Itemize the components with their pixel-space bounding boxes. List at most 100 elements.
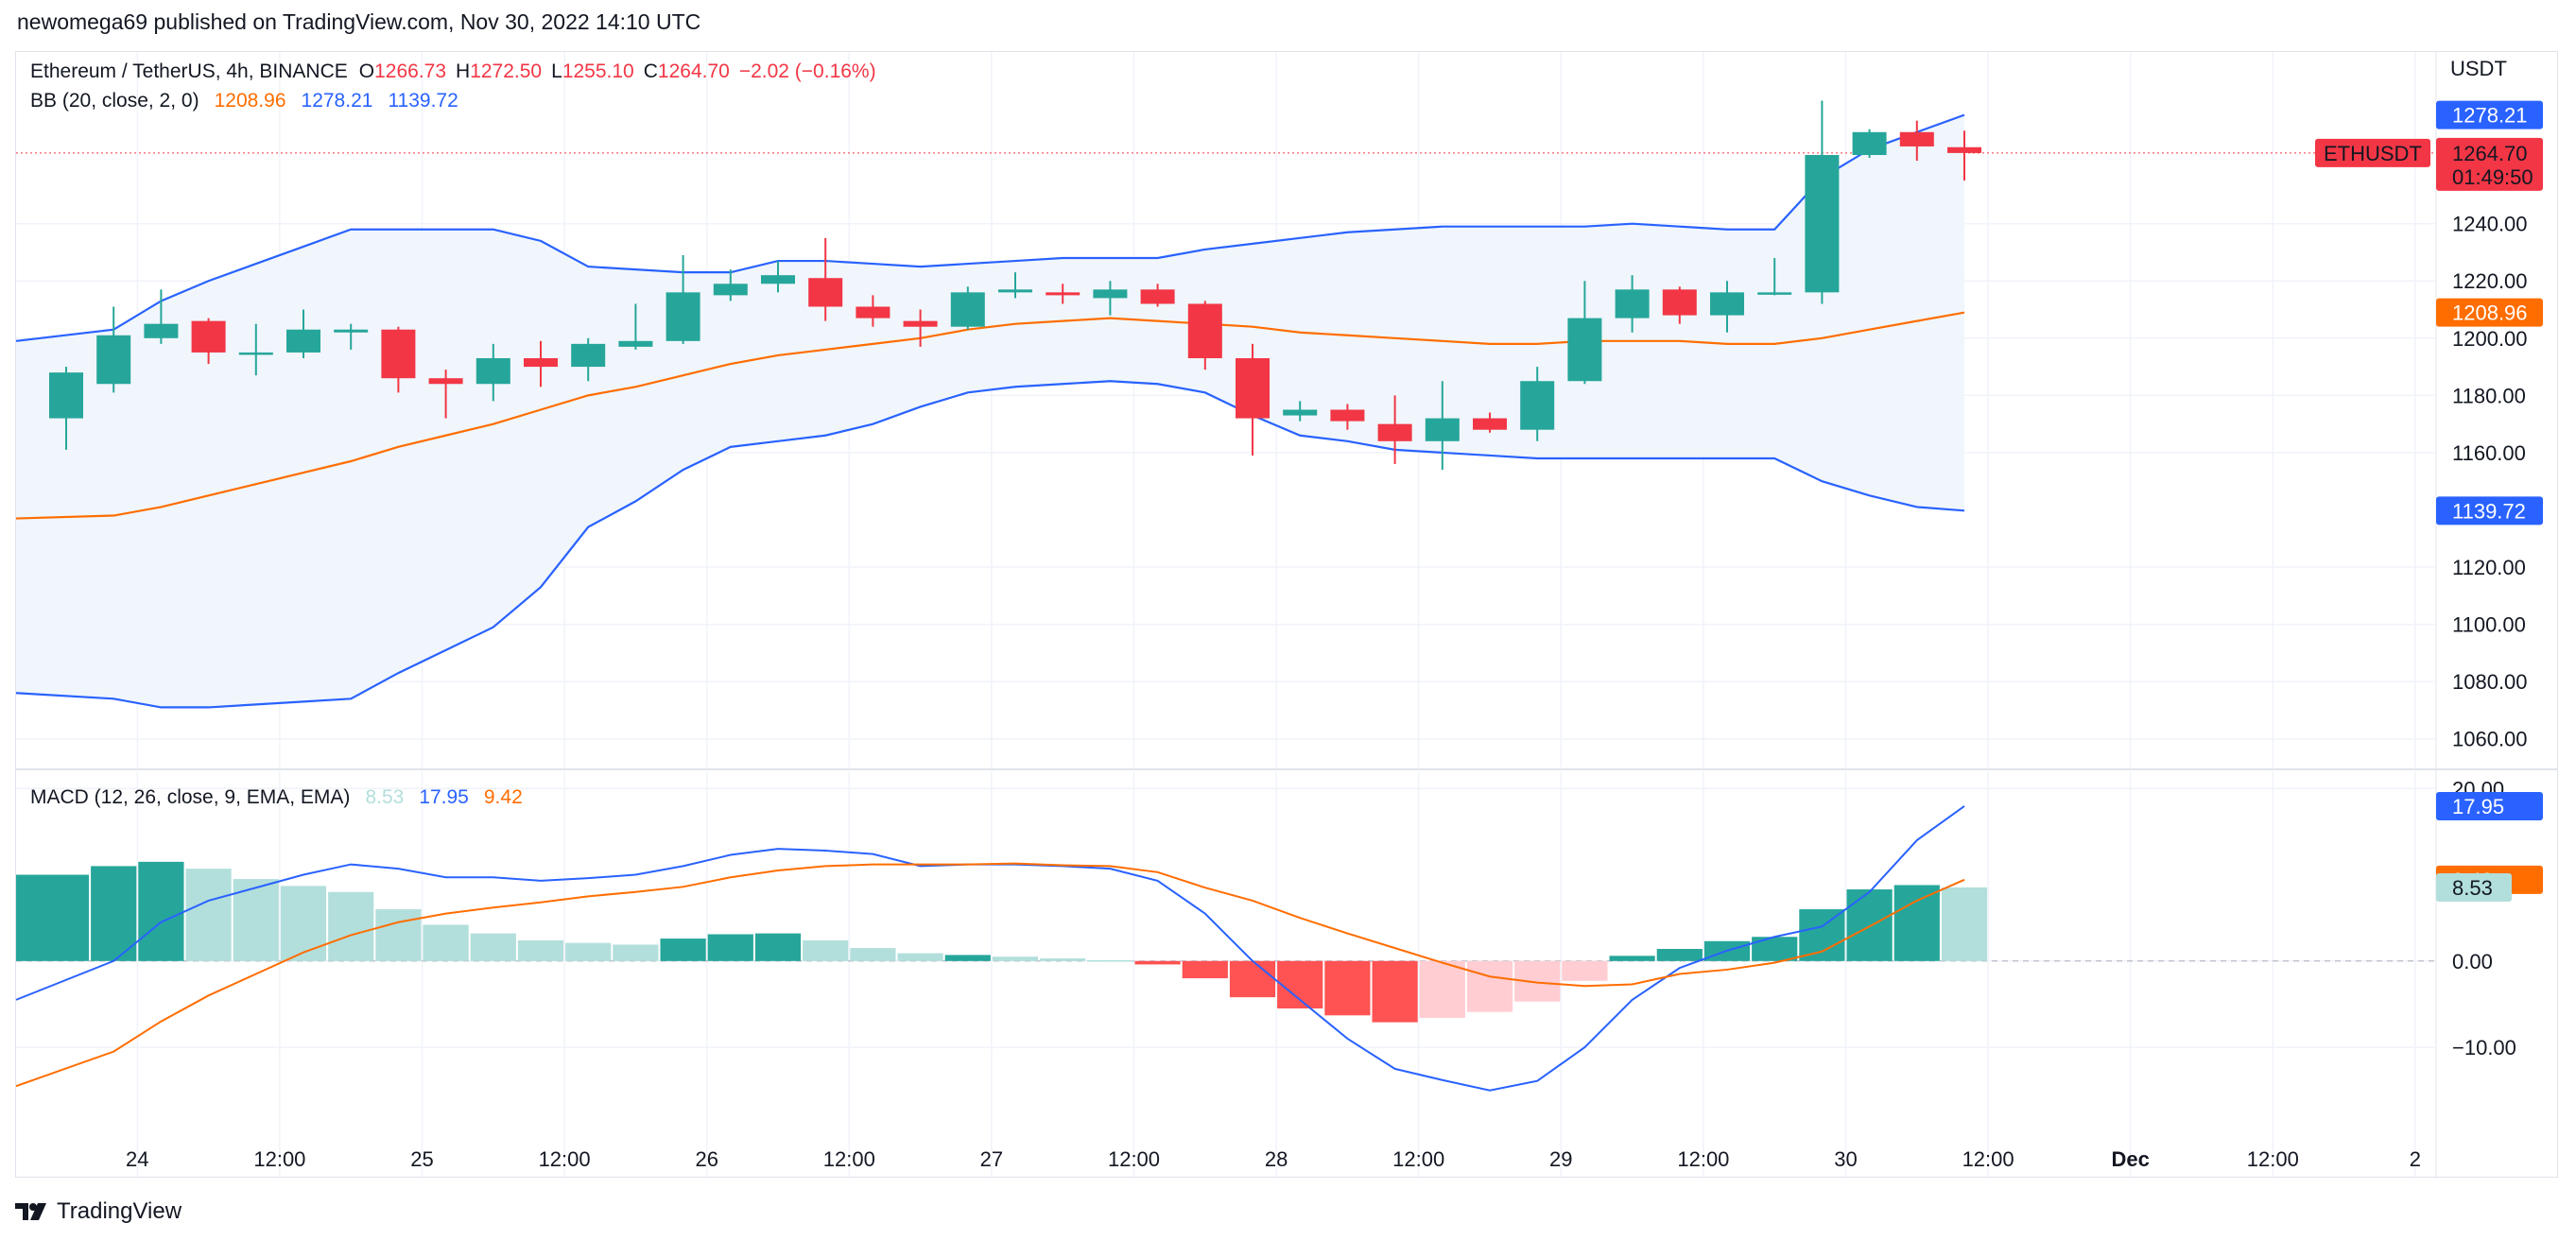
price-axis-unit: USDT <box>2450 57 2507 80</box>
macd-value: 17.95 <box>419 786 469 808</box>
time-tick-label: 12:00 <box>1677 1147 1729 1171</box>
tradingview-footer: TradingView <box>15 1198 182 1225</box>
candle-body <box>286 329 320 353</box>
macd-lines <box>15 805 1965 1092</box>
macd-histogram-bar <box>423 924 469 961</box>
macd-histogram-bar <box>1799 909 1845 961</box>
macd-histogram-bar <box>1419 960 1465 1019</box>
macd-histogram-bar <box>16 874 90 961</box>
macd-histogram-bar <box>280 886 327 961</box>
candle-body <box>1046 292 1081 296</box>
band-area <box>16 114 1964 708</box>
price-tick-label: 1220.00 <box>2452 269 2528 293</box>
macd-histogram-bar <box>470 933 516 961</box>
high-label: H <box>456 60 471 82</box>
bollinger-lines <box>15 113 1965 709</box>
macd-histogram-bar <box>517 939 564 961</box>
macd-histogram-bar <box>1134 960 1181 965</box>
macd-histogram-bar <box>1846 889 1893 961</box>
macd-histogram-bar <box>803 939 849 961</box>
countdown-tag: 01:49:50 <box>2452 165 2533 189</box>
price-tick-label: 1240.00 <box>2452 213 2528 236</box>
bb-basis-price-tag: 1208.96 <box>2452 301 2528 325</box>
publisher-header: newomega69 published on TradingView.com,… <box>17 9 701 34</box>
macd-histogram-bar <box>1893 885 1940 961</box>
macd-histogram-bar <box>1609 956 1655 961</box>
close-value: 1264.70 <box>657 60 730 82</box>
time-tick-label: 27 <box>980 1147 1003 1171</box>
candle-body <box>1947 146 1981 153</box>
low-value: 1255.10 <box>562 60 634 82</box>
axis-labels: 1240.00 1220.00 1200.00 1180.00 1160.00 1120.… <box>126 213 2527 1171</box>
candle-body <box>1236 357 1270 419</box>
candle-body <box>1520 381 1555 430</box>
candle-body <box>1567 318 1602 382</box>
low-label: L <box>551 60 562 82</box>
candle-body <box>475 357 510 385</box>
price-tick-label: 1100.00 <box>2452 613 2526 637</box>
macd-tick-label: 0.00 <box>2452 950 2493 973</box>
macd-price-tag: 17.95 <box>2452 795 2504 818</box>
candle-body <box>1899 131 1934 146</box>
hist-price-tag: 8.53 <box>2452 876 2493 900</box>
price-tick-label: 1080.00 <box>2452 670 2528 694</box>
bb-upper-price-tag: 1278.21 <box>2452 104 2528 128</box>
close-label: C <box>643 60 658 82</box>
candle-body <box>1473 418 1507 430</box>
candle-body <box>1425 418 1460 441</box>
bb-basis-price-tag-bg <box>2436 298 2543 327</box>
candle-body <box>571 343 606 368</box>
macd-price-tag-bg <box>2436 791 2543 820</box>
price-tick-label: 1180.00 <box>2452 384 2526 407</box>
high-value: 1272.50 <box>470 60 543 82</box>
time-tick-label: 2 <box>2410 1147 2421 1171</box>
candle-body <box>1710 292 1744 316</box>
macd-histogram-bar <box>1229 960 1276 998</box>
candle-body <box>1805 155 1840 293</box>
symbol-name: Ethereum / TetherUS, 4h, BINANCE <box>30 60 348 82</box>
time-tick-label: 26 <box>695 1147 717 1171</box>
candle-body <box>238 352 273 355</box>
price-tick-label: 1120.00 <box>2452 556 2526 579</box>
candle-body <box>428 378 463 385</box>
macd-histogram-bar <box>754 933 802 961</box>
bb-upper-value: 1278.21 <box>301 90 373 112</box>
macd-histogram-bar <box>1087 959 1133 962</box>
candle-body <box>49 372 83 419</box>
time-tick-label: Dec <box>2112 1147 2150 1171</box>
macd-hist-value: 8.53 <box>365 786 405 808</box>
bb-lower-value: 1139.72 <box>388 90 458 112</box>
candle-body <box>998 289 1032 293</box>
candle-body <box>1662 289 1697 316</box>
macd-histogram-bar <box>897 953 943 961</box>
macd-histogram-bar <box>992 956 1039 961</box>
macd-histogram-bar <box>707 934 753 961</box>
candle-body <box>1377 423 1412 441</box>
last-price-tag: 1264.70 <box>2452 142 2528 165</box>
macd-histogram-bar <box>138 861 184 961</box>
hist-price-tag-bg <box>2436 872 2512 902</box>
candle-body <box>1093 289 1128 299</box>
candle-body <box>713 284 748 296</box>
macd-histogram-bar <box>1752 937 1798 961</box>
macd-histogram-bar <box>91 866 137 961</box>
last-price-tag-bg <box>2436 137 2543 191</box>
macd-histogram-bar <box>613 944 659 961</box>
macd-histogram-bar <box>185 869 232 961</box>
candle-body <box>950 292 985 327</box>
macd-histogram-bar <box>1941 887 1988 961</box>
price-tick-label: 1200.00 <box>2452 327 2528 351</box>
candle-body <box>381 329 416 379</box>
time-tick-label: 12:00 <box>2247 1147 2299 1171</box>
candle-body <box>1187 303 1222 358</box>
bb-legend: BB (20, close, 2, 0) 1208.96 1278.21 1139.7… <box>30 90 468 112</box>
macd-tick-label: −10.00 <box>2452 1036 2516 1059</box>
macd-histogram-bar <box>660 939 706 961</box>
macd-histogram-bar <box>1656 949 1703 961</box>
candle-body <box>618 340 653 347</box>
macd-histogram <box>16 861 1988 1023</box>
time-tick-label: 29 <box>1549 1147 1572 1171</box>
open-value: 1266.73 <box>374 60 447 82</box>
time-tick-label: 30 <box>1834 1147 1857 1171</box>
